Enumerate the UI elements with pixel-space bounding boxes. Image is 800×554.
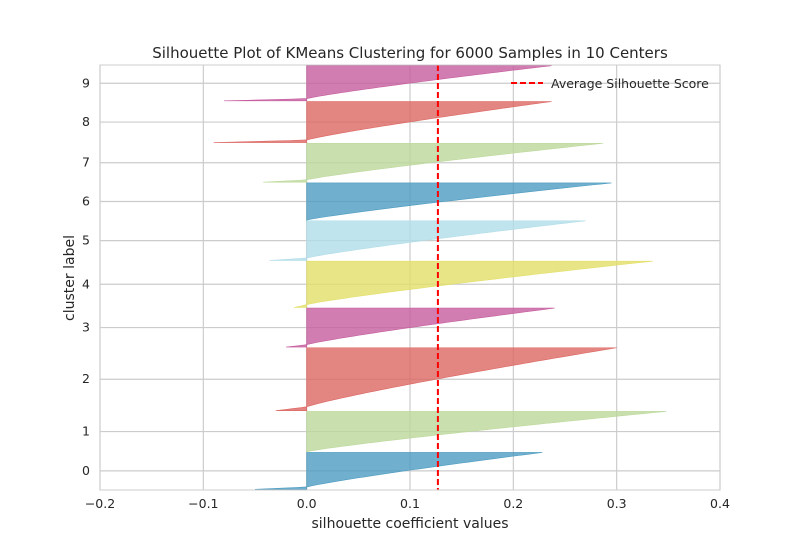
x-tick-label: 0.4: [710, 496, 730, 511]
y-tick-label: 6: [82, 194, 90, 209]
x-tick-label: −0.1: [188, 496, 218, 511]
y-tick-label: 9: [82, 75, 90, 90]
y-ticks: 0 1 2 3 4 5 6 7 8 9: [82, 75, 90, 478]
silhouette-band-cluster-8: [213, 101, 552, 143]
x-tick-label: 0.0: [297, 496, 317, 511]
x-tick-label: 0.3: [607, 496, 627, 511]
silhouette-band-cluster-0: [254, 452, 543, 490]
y-tick-label: 8: [82, 114, 90, 129]
x-tick-label: 0.1: [400, 496, 420, 511]
plot-frame: [99, 64, 721, 491]
silhouette-band-cluster-7: [263, 142, 604, 183]
x-axis-label: silhouette coefficient values: [312, 516, 509, 532]
legend: Average Silhouette Score: [511, 76, 709, 91]
x-tick-label: −0.2: [85, 496, 115, 511]
y-tick-label: 4: [82, 276, 90, 291]
y-tick-label: 5: [82, 233, 90, 248]
silhouette-bands: [213, 65, 667, 490]
y-axis-label: cluster label: [62, 235, 78, 321]
chart-title: Silhouette Plot of KMeans Clustering for…: [152, 44, 668, 62]
silhouette-band-cluster-5: [269, 220, 586, 261]
y-tick-label: 3: [82, 320, 90, 335]
y-tick-label: 7: [82, 155, 90, 170]
silhouette-band-cluster-1: [306, 411, 667, 453]
legend-average-label: Average Silhouette Score: [551, 76, 709, 91]
x-ticks: −0.2 −0.1 0.0 0.1 0.2 0.3 0.4: [85, 496, 730, 511]
y-tick-label: 0: [82, 463, 90, 478]
y-tick-label: 2: [82, 371, 90, 386]
silhouette-band-cluster-6: [306, 182, 612, 222]
silhouette-band-cluster-9: [223, 65, 552, 102]
silhouette-band-cluster-3: [285, 307, 555, 348]
y-tick-label: 1: [82, 424, 90, 439]
silhouette-band-cluster-4: [294, 260, 653, 308]
silhouette-band-cluster-2: [275, 347, 617, 412]
x-tick-label: 0.2: [503, 496, 523, 511]
